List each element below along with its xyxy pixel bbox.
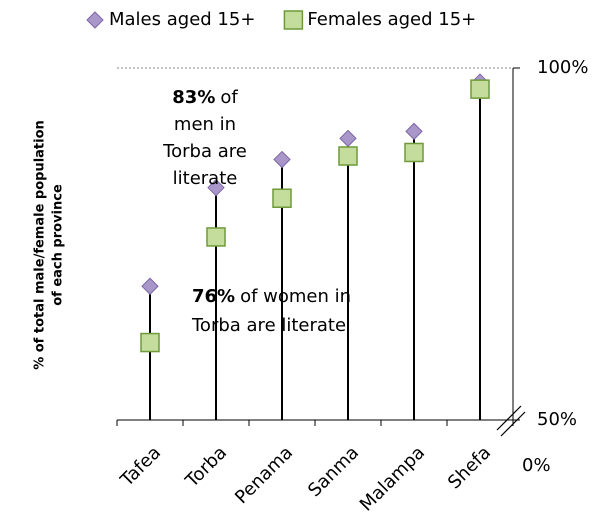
x-tick-label: Torba [181,442,231,492]
annotation-text: of women in [240,286,351,307]
marker [405,122,423,141]
x-tick-label: Penama [231,442,297,508]
marker [470,79,490,99]
y-axis-label: % of total male/female population [33,120,48,370]
axis-break-label: 0% [522,455,551,476]
annotation: Torba are literate [191,315,346,336]
axis-break [496,405,522,431]
annotation: Torba are [162,141,247,162]
legend-marker [86,11,104,29]
marker [141,277,159,295]
annotation: 76% of women in [192,286,351,307]
marker [339,129,357,148]
legend-label: Males aged 15+ [109,9,255,30]
marker [140,332,160,353]
annotation: literate [173,168,238,189]
marker [338,146,358,166]
marker [207,178,225,197]
x-tick-label: Sanma [304,442,363,501]
y-axis-label: of each province [51,184,66,306]
x-tick-label: Malampa [356,442,429,515]
marker [272,188,292,208]
annotation-text: of [220,87,238,108]
marker [404,142,424,163]
marker [273,150,291,169]
y-tick-label: 100% [537,57,588,78]
x-tick-label: Tafea [116,442,165,491]
annotation: men in [174,114,236,135]
marker [206,227,226,247]
legend-marker [283,10,304,30]
annotation-bold: 76% [192,286,235,307]
annotation-bold: 83% [172,87,215,108]
x-tick-label: Shefa [444,442,495,493]
legend-label: Females aged 15+ [307,9,476,30]
annotation: 83% of [172,87,238,108]
y-tick-label: 50% [537,409,577,430]
